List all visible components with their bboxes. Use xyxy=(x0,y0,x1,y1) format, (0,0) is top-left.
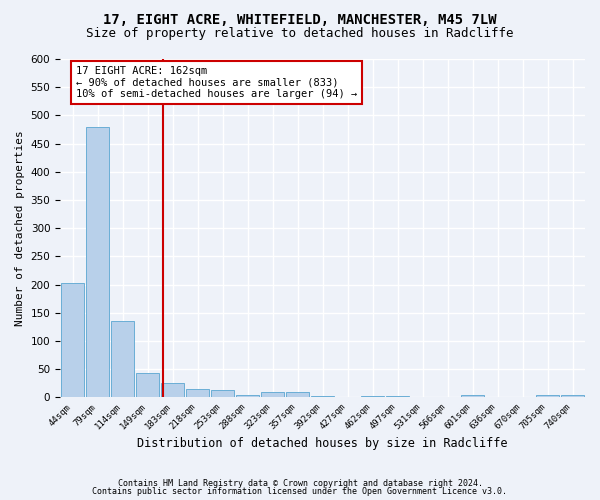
Text: Contains HM Land Registry data © Crown copyright and database right 2024.: Contains HM Land Registry data © Crown c… xyxy=(118,478,482,488)
Bar xyxy=(511,397,535,398)
Bar xyxy=(361,396,385,398)
Bar xyxy=(335,397,359,398)
Bar xyxy=(211,390,235,398)
X-axis label: Distribution of detached houses by size in Radcliffe: Distribution of detached houses by size … xyxy=(137,437,508,450)
Y-axis label: Number of detached properties: Number of detached properties xyxy=(15,130,25,326)
Bar xyxy=(161,384,184,398)
Bar xyxy=(136,373,160,398)
Bar xyxy=(386,396,409,398)
Bar xyxy=(560,395,584,398)
Text: Size of property relative to detached houses in Radcliffe: Size of property relative to detached ho… xyxy=(86,28,514,40)
Bar xyxy=(185,389,209,398)
Bar xyxy=(436,397,460,398)
Text: 17, EIGHT ACRE, WHITEFIELD, MANCHESTER, M45 7LW: 17, EIGHT ACRE, WHITEFIELD, MANCHESTER, … xyxy=(103,12,497,26)
Bar xyxy=(311,396,334,398)
Text: Contains public sector information licensed under the Open Government Licence v3: Contains public sector information licen… xyxy=(92,487,508,496)
Bar xyxy=(410,397,434,398)
Bar xyxy=(110,322,134,398)
Bar xyxy=(485,397,509,398)
Bar xyxy=(461,394,484,398)
Bar xyxy=(236,394,259,398)
Bar xyxy=(86,126,109,398)
Text: 17 EIGHT ACRE: 162sqm
← 90% of detached houses are smaller (833)
10% of semi-det: 17 EIGHT ACRE: 162sqm ← 90% of detached … xyxy=(76,66,357,99)
Bar xyxy=(286,392,310,398)
Bar xyxy=(260,392,284,398)
Bar xyxy=(61,283,85,398)
Bar xyxy=(536,394,559,398)
